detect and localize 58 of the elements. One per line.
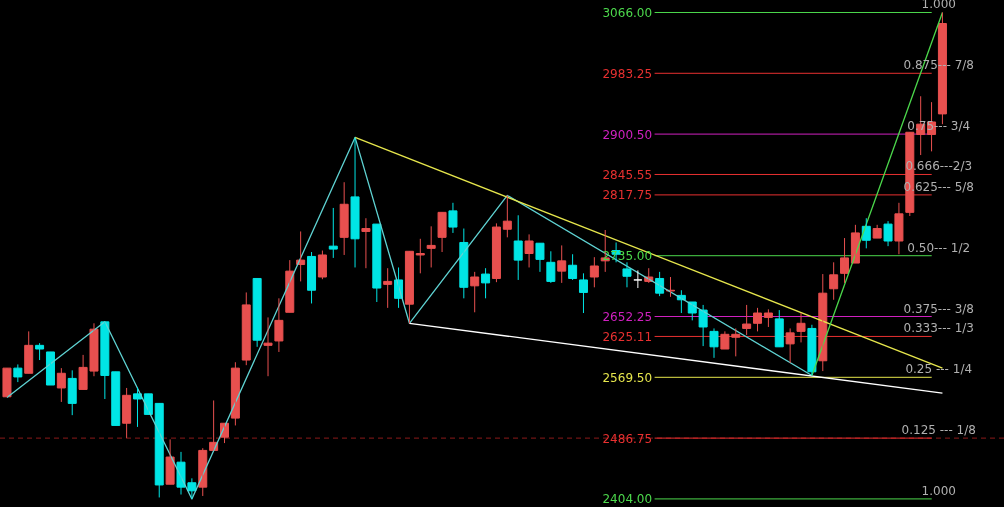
candlestick — [470, 271, 480, 313]
candlestick — [589, 256, 599, 288]
y-tick-label: 2817.75 — [602, 188, 653, 203]
candlestick — [524, 233, 534, 268]
candlestick — [328, 207, 338, 259]
candlestick — [45, 351, 55, 386]
candlestick — [578, 272, 588, 314]
candlestick — [122, 387, 132, 439]
candlestick — [872, 224, 882, 239]
candlestick — [317, 250, 327, 280]
y-tick-label: 2486.75 — [602, 431, 653, 446]
y-tick-label: 2569.50 — [602, 370, 653, 385]
y-tick-label: 2845.55 — [602, 167, 653, 182]
candlestick — [241, 291, 251, 366]
annotation: 0.50--- 1/2 — [907, 240, 971, 255]
annotation: 1.000 — [921, 483, 956, 498]
candlestick — [383, 267, 393, 309]
candlestick — [35, 342, 45, 361]
candlestick — [448, 202, 458, 234]
candlestick — [415, 238, 425, 274]
candlestick — [513, 214, 523, 281]
candlestick — [132, 386, 142, 428]
candlestick — [307, 251, 317, 304]
candlestick — [491, 222, 501, 283]
annotation: 1.000 — [921, 0, 956, 12]
candlestick — [2, 367, 12, 398]
y-tick-label: 2404.00 — [602, 492, 653, 507]
candlestick — [143, 393, 153, 415]
annotation: 0.125 --- 1/8 — [901, 423, 976, 438]
candlestick — [13, 363, 23, 383]
candlestick — [622, 261, 632, 288]
candlestick — [56, 367, 66, 403]
candlestick — [829, 261, 839, 301]
y-tick-label: 3066.00 — [602, 5, 653, 20]
candlestick — [252, 277, 262, 348]
candlestick — [883, 220, 893, 247]
y-tick-label: 2652.25 — [602, 310, 653, 325]
candlestick — [742, 304, 752, 336]
y-tick-label: 2625.11 — [602, 329, 653, 344]
y-tick-label: 2983.25 — [602, 66, 653, 81]
candlestick — [840, 237, 850, 284]
candlestick — [361, 217, 371, 269]
candlestick — [263, 316, 273, 377]
candlestick — [557, 244, 567, 284]
annotation: 0.25 --- 1/4 — [905, 362, 973, 377]
candlestick — [785, 327, 795, 364]
candlestick — [753, 307, 763, 332]
candlestick — [24, 330, 34, 374]
candlestick — [372, 223, 382, 303]
annotation: 0.375--- 3/8 — [903, 301, 974, 316]
candlestick — [894, 202, 904, 255]
candlestick — [274, 297, 284, 353]
candlestick — [426, 225, 436, 268]
candlestick — [481, 267, 491, 299]
candlestick — [774, 309, 784, 348]
annotation: 0.333--- 1/3 — [903, 321, 974, 336]
y-tick-label: 2900.50 — [602, 127, 653, 142]
candlestick — [763, 308, 773, 328]
